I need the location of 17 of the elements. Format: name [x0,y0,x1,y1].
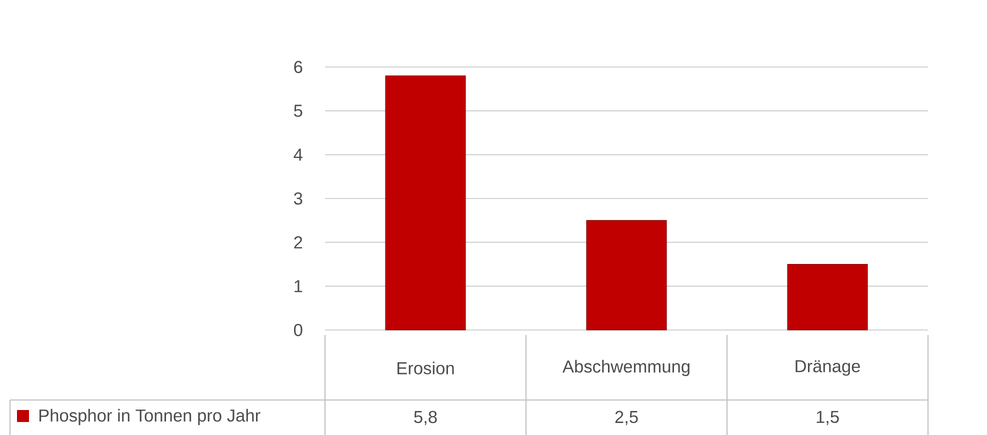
data-label: 5,8 [414,410,437,426]
y-tick-label: 2 [294,236,302,248]
y-tick-label: 4 [294,148,302,161]
x-tick-label: Dränage [796,360,860,376]
data-label: 1,5 [816,410,839,426]
bar [385,76,466,330]
y-tick-label: 3 [294,192,302,205]
x-tick-label: Abschwemmung [562,360,690,376]
y-tick-label: 1 [294,280,302,292]
x-tick-label: Erosion [398,362,454,374]
y-tick-label: 5 [294,104,302,117]
bar [787,264,868,330]
y-tick-label: 0 [294,324,302,336]
y-tick-label: 6 [294,60,302,74]
legend-label: Phosphor in Tonnen pro Jahr [39,408,260,426]
bar [586,220,667,330]
data-label: 2,5 [615,410,638,426]
